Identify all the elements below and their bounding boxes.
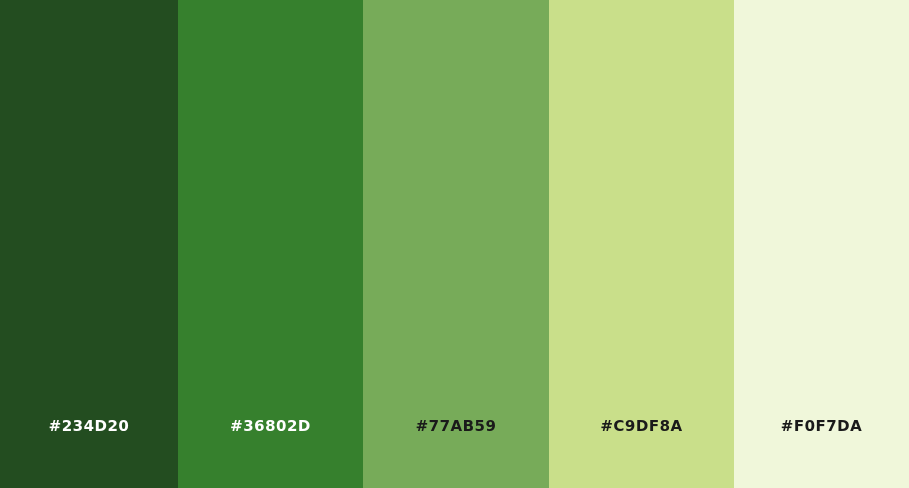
- hex-code-label: #F0F7DA: [780, 417, 863, 435]
- hex-code-label: #77AB59: [415, 417, 497, 435]
- color-swatch[interactable]: #36802D: [178, 0, 363, 488]
- hex-code-label: #C9DF8A: [600, 417, 683, 435]
- color-swatch[interactable]: #77AB59: [363, 0, 549, 488]
- color-swatch[interactable]: #C9DF8A: [549, 0, 734, 488]
- hex-code-label: #36802D: [230, 417, 311, 435]
- hex-code-label: #234D20: [48, 417, 130, 435]
- color-swatch[interactable]: #234D20: [0, 0, 178, 488]
- color-swatch[interactable]: #F0F7DA: [734, 0, 909, 488]
